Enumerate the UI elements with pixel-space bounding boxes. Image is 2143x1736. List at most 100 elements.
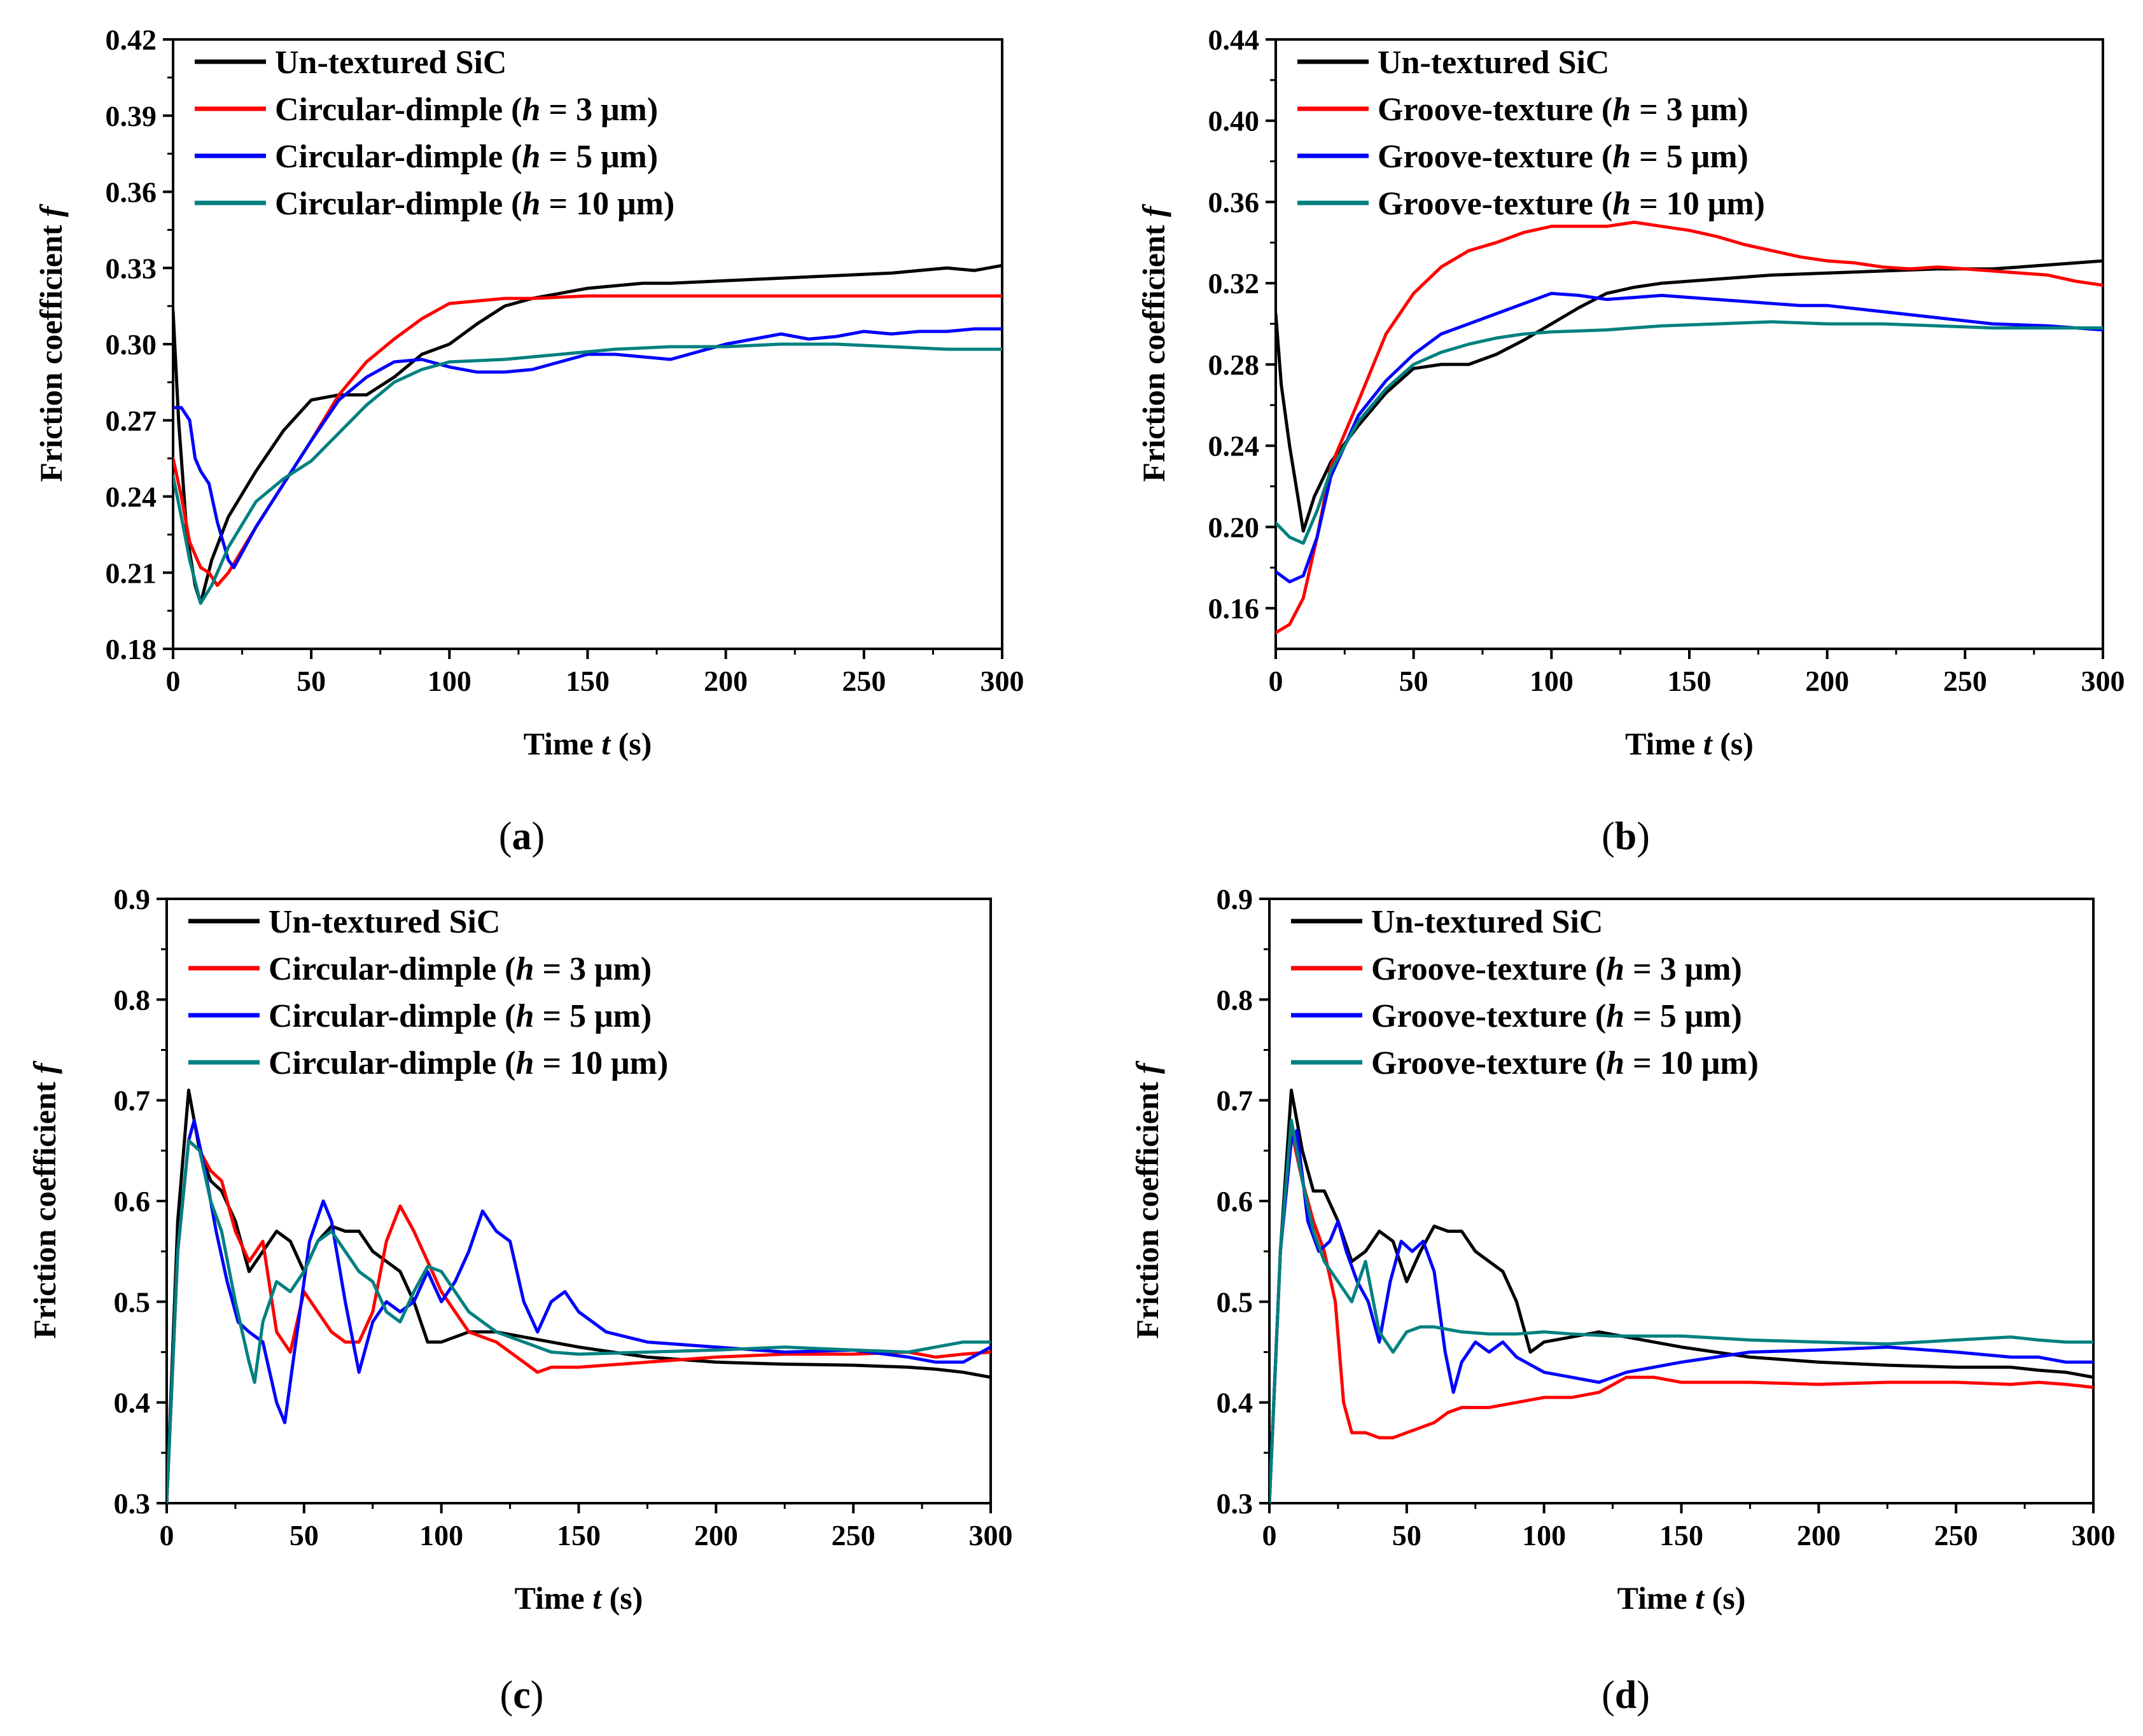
y-axis-label: Friction coefficient f <box>27 1060 62 1338</box>
legend-var: h <box>522 186 541 222</box>
series-lines <box>1276 220 2103 634</box>
y-axis-label-prefix: Friction coefficient <box>1129 1074 1165 1338</box>
legend-var: h <box>1612 139 1631 175</box>
legend-entry: Groove-texture (h = 3 μm) <box>1378 92 1749 128</box>
series-lines <box>1269 1088 2093 1503</box>
legend-text: Groove-texture ( <box>1371 1045 1606 1081</box>
series-line-1 <box>167 1139 991 1503</box>
legend-entry: Groove-texture (h = 5 μm) <box>1378 139 1749 175</box>
series-line-0 <box>1269 1088 2093 1503</box>
y-tick-label: 0.27 <box>106 405 157 437</box>
x-tick-label: 150 <box>557 1519 601 1552</box>
y-tick-label: 0.7 <box>1217 1085 1253 1117</box>
legend-text-rest: = 3 μm) <box>1624 951 1742 987</box>
y-tick-label: 0.32 <box>1208 267 1260 300</box>
legend-var: h <box>1606 951 1624 987</box>
x-axis-label-suffix: (s) <box>601 1580 643 1616</box>
legend-text-rest: = 10 μm) <box>534 1045 668 1081</box>
x-tick-label: 250 <box>832 1519 876 1552</box>
y-tick-label: 0.24 <box>106 481 157 513</box>
x-tick-label: 50 <box>297 665 326 697</box>
y-tick-label: 0.8 <box>114 983 151 1016</box>
x-tick-label: 250 <box>842 665 886 697</box>
legend-text: Un-textured SiC <box>269 904 500 940</box>
legend-text-rest: = 3 μm) <box>540 92 658 128</box>
x-axis-label-var: t <box>1695 1580 1705 1616</box>
legend-text-rest: = 5 μm) <box>1631 139 1749 175</box>
legend-text-rest: = 10 μm) <box>1624 1045 1759 1081</box>
panel-letter: b <box>1615 815 1637 858</box>
legend-entry: Groove-texture (h = 10 μm) <box>1378 186 1765 222</box>
x-tick-label: 50 <box>290 1519 319 1552</box>
legend-text: Circular-dimple ( <box>275 92 522 128</box>
legend-var: h <box>522 139 541 175</box>
x-axis-label-suffix: (s) <box>610 726 652 761</box>
series-line-1 <box>173 294 1002 587</box>
x-tick-label: 150 <box>566 665 610 697</box>
series-line-3 <box>167 1139 991 1503</box>
legend-text: Circular-dimple ( <box>275 139 522 175</box>
x-tick-label: 200 <box>704 665 748 697</box>
panel-caption: (b) <box>1602 815 1650 858</box>
x-tick-label: 150 <box>1659 1519 1703 1552</box>
legend-text: Groove-texture ( <box>1378 186 1612 222</box>
y-tick-label: 0.36 <box>1208 186 1260 218</box>
x-axis-label: Time t (s) <box>1625 726 1754 761</box>
legend-text: Circular-dimple ( <box>275 186 522 222</box>
y-tick-label: 0.20 <box>1208 511 1260 543</box>
legend-text: Circular-dimple ( <box>269 1045 516 1081</box>
legend-entry: Un-textured SiC <box>1371 904 1603 940</box>
legend-var: h <box>1606 998 1624 1034</box>
y-axis-label-prefix: Friction coefficient <box>27 1074 62 1338</box>
y-tick-label: 0.36 <box>106 176 157 209</box>
legend-text-rest: = 10 μm) <box>540 186 674 222</box>
y-tick-label: 0.33 <box>106 252 157 284</box>
y-axis-label-prefix: Friction coefficient <box>33 217 69 482</box>
y-tick-label: 0.6 <box>1217 1185 1253 1218</box>
x-tick-label: 50 <box>1399 665 1428 697</box>
y-tick-label: 0.24 <box>1208 430 1260 462</box>
legend-entry: Un-textured SiC <box>275 45 506 81</box>
panel-letter: c <box>513 1674 531 1717</box>
x-tick-label: 300 <box>981 665 1024 697</box>
legend-var: h <box>516 998 534 1034</box>
y-tick-label: 0.16 <box>1208 592 1260 625</box>
series-lines <box>167 1088 991 1503</box>
legend-entry: Circular-dimple (h = 5 μm) <box>269 998 652 1034</box>
x-axis-label-prefix: Time <box>1625 726 1703 761</box>
legend-entry: Un-textured SiC <box>269 904 500 940</box>
x-tick-label: 300 <box>2081 665 2125 697</box>
y-tick-label: 0.4 <box>1217 1387 1253 1419</box>
y-tick-label: 0.40 <box>1208 105 1260 137</box>
x-axis-label-var: t <box>601 726 611 761</box>
series-line-3 <box>173 342 1002 605</box>
y-tick-label: 0.9 <box>114 883 151 915</box>
series-line-2 <box>167 1118 991 1503</box>
series-lines <box>173 263 1002 605</box>
y-tick-label: 0.5 <box>1217 1286 1253 1318</box>
chart-panel-c: 0 50 100 150 200 250 300 0.3 0.4 0.5 0.6 0.7 0.8 0.9 T… <box>27 883 1013 1717</box>
x-tick-label: 100 <box>1522 1519 1566 1552</box>
chart-panel-d: 0 50 100 150 200 250 300 0.3 0.4 0.5 0.6 0.7 0.8 0.9 T… <box>1129 883 2116 1717</box>
legend-var: h <box>516 951 534 987</box>
y-tick-label: 0.6 <box>114 1185 151 1218</box>
legend-text: Un-textured SiC <box>275 45 506 81</box>
panel-caption: (c) <box>500 1674 544 1717</box>
legend-entry: Circular-dimple (h = 3 μm) <box>275 92 658 128</box>
y-axis-label-var: f <box>1136 204 1171 217</box>
y-tick-label: 0.3 <box>114 1487 151 1520</box>
series-line-3 <box>1269 1118 2093 1503</box>
y-tick-label: 0.4 <box>114 1387 151 1419</box>
panel-letter: a <box>512 815 532 858</box>
x-axis-label-prefix: Time <box>515 1580 593 1616</box>
legend-entry: Circular-dimple (h = 3 μm) <box>269 951 652 987</box>
y-tick-label: 0.44 <box>1208 24 1260 56</box>
legend-var: h <box>516 1045 534 1081</box>
x-tick-label: 300 <box>2072 1519 2116 1552</box>
x-tick-label: 50 <box>1392 1519 1421 1552</box>
series-line-3 <box>1276 320 2103 545</box>
y-axis-label-prefix: Friction coefficient <box>1136 217 1171 482</box>
legend-text: Groove-texture ( <box>1378 139 1612 175</box>
series-line-2 <box>173 327 1002 569</box>
